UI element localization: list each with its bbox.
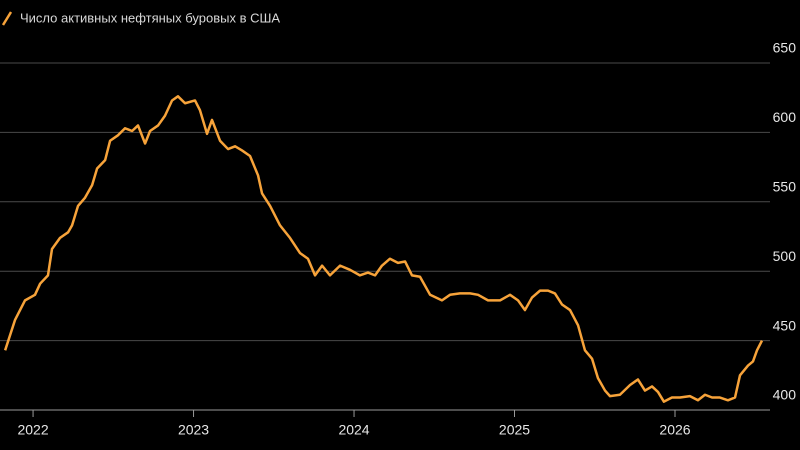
y-tick-label: 600 [773, 109, 797, 125]
y-tick-label: 550 [773, 179, 797, 195]
y-tick-label: 450 [773, 317, 797, 333]
x-tick-label: 2023 [178, 422, 209, 438]
data-line [3, 95, 764, 403]
y-tick-label: 650 [773, 40, 797, 56]
x-tick-label: 2022 [17, 422, 48, 438]
legend: Число активных нефтяных буровых в США [1, 10, 280, 26]
y-tick-label: 400 [773, 387, 797, 403]
y-tick-label: 500 [773, 248, 797, 264]
x-tick-label: 2024 [338, 422, 369, 438]
x-tick-label: 2025 [499, 422, 530, 438]
x-tick-label: 2026 [659, 422, 690, 438]
legend-swatch [1, 11, 13, 26]
legend-label: Число активных нефтяных буровых в США [20, 10, 280, 25]
